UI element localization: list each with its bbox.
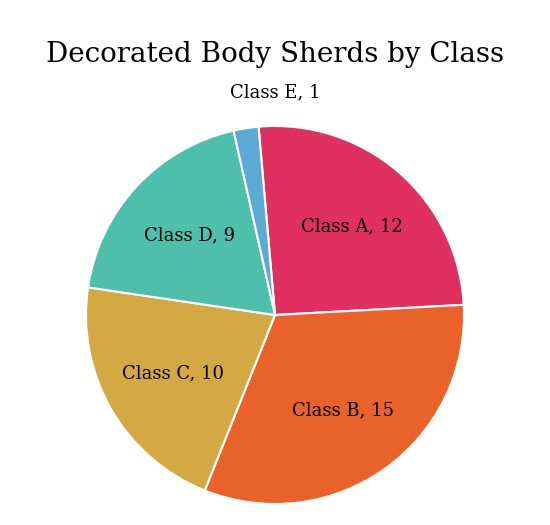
Wedge shape <box>86 287 275 490</box>
Title: Decorated Body Sherds by Class: Decorated Body Sherds by Class <box>46 41 504 68</box>
Wedge shape <box>88 131 275 315</box>
Text: Class D, 9: Class D, 9 <box>144 226 235 244</box>
Text: Class C, 10: Class C, 10 <box>123 364 224 382</box>
Text: Class B, 15: Class B, 15 <box>292 401 394 419</box>
Wedge shape <box>258 126 464 315</box>
Text: Class A, 12: Class A, 12 <box>301 217 403 236</box>
Wedge shape <box>205 305 464 504</box>
Text: Class E, 1: Class E, 1 <box>230 83 320 101</box>
Wedge shape <box>234 127 275 315</box>
